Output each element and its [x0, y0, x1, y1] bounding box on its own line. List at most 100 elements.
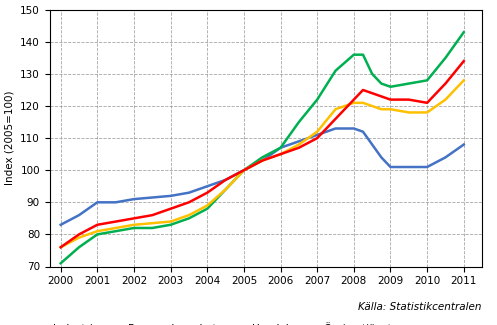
Byggverksamhet — [58, 261, 64, 265]
Handel — [296, 143, 302, 147]
Handel — [314, 130, 320, 134]
Byggverksamhet — [131, 226, 137, 230]
Industri — [360, 130, 366, 134]
Byggverksamhet — [406, 82, 412, 85]
Handel — [149, 221, 155, 225]
Övriga tjänster — [186, 200, 192, 204]
Handel — [259, 159, 265, 162]
Line: Handel: Handel — [61, 80, 464, 247]
Handel — [442, 98, 448, 102]
Övriga tjänster — [113, 220, 119, 224]
Handel — [76, 236, 82, 240]
Industri — [259, 159, 265, 162]
Industri — [351, 126, 357, 130]
Handel — [186, 213, 192, 217]
Handel — [94, 229, 100, 233]
Övriga tjänster — [259, 159, 265, 162]
Byggverksamhet — [351, 53, 357, 57]
Line: Övriga tjänster: Övriga tjänster — [61, 61, 464, 247]
Industri — [388, 165, 394, 169]
Övriga tjänster — [94, 223, 100, 227]
Byggverksamhet — [76, 245, 82, 249]
Industri — [378, 155, 384, 159]
Övriga tjänster — [360, 88, 366, 92]
Övriga tjänster — [378, 95, 384, 98]
Övriga tjänster — [76, 232, 82, 236]
Övriga tjänster — [204, 191, 210, 195]
Industri — [94, 200, 100, 204]
Industri — [369, 143, 375, 147]
Övriga tjänster — [369, 91, 375, 95]
Byggverksamhet — [424, 78, 430, 82]
Övriga tjänster — [461, 59, 467, 63]
Industri — [149, 196, 155, 200]
Handel — [131, 223, 137, 227]
Byggverksamhet — [277, 146, 283, 150]
Byggverksamhet — [388, 85, 394, 89]
Industri — [131, 197, 137, 201]
Handel — [461, 78, 467, 82]
Byggverksamhet — [223, 188, 229, 191]
Line: Industri: Industri — [61, 128, 464, 225]
Handel — [58, 245, 64, 249]
Byggverksamhet — [241, 168, 247, 172]
Handel — [241, 168, 247, 172]
Byggverksamhet — [314, 98, 320, 102]
Byggverksamhet — [186, 216, 192, 220]
Byggverksamhet — [167, 223, 173, 227]
Övriga tjänster — [167, 207, 173, 211]
Övriga tjänster — [388, 98, 394, 102]
Övriga tjänster — [406, 98, 412, 102]
Byggverksamhet — [332, 69, 338, 73]
Industri — [442, 155, 448, 159]
Byggverksamhet — [369, 72, 375, 76]
Y-axis label: Index (2005=100): Index (2005=100) — [4, 91, 15, 185]
Handel — [167, 220, 173, 224]
Övriga tjänster — [131, 216, 137, 220]
Industri — [314, 133, 320, 137]
Byggverksamhet — [360, 53, 366, 57]
Byggverksamhet — [461, 30, 467, 34]
Byggverksamhet — [149, 226, 155, 230]
Industri — [241, 168, 247, 172]
Övriga tjänster — [332, 117, 338, 121]
Handel — [360, 101, 366, 105]
Byggverksamhet — [94, 232, 100, 236]
Handel — [204, 203, 210, 207]
Handel — [277, 152, 283, 156]
Legend: Industri, Byggverksamhet, Handel, Övriga tjänster: Industri, Byggverksamhet, Handel, Övriga… — [21, 318, 407, 325]
Handel — [223, 188, 229, 191]
Byggverksamhet — [204, 207, 210, 211]
Industri — [204, 184, 210, 188]
Byggverksamhet — [442, 56, 448, 60]
Övriga tjänster — [277, 152, 283, 156]
Handel — [332, 107, 338, 111]
Industri — [223, 178, 229, 182]
Industri — [58, 223, 64, 227]
Industri — [461, 143, 467, 147]
Byggverksamhet — [296, 120, 302, 124]
Handel — [388, 107, 394, 111]
Övriga tjänster — [241, 168, 247, 172]
Övriga tjänster — [296, 146, 302, 150]
Industri — [424, 165, 430, 169]
Industri — [332, 126, 338, 130]
Industri — [186, 191, 192, 195]
Övriga tjänster — [351, 98, 357, 102]
Övriga tjänster — [442, 82, 448, 85]
Industri — [76, 213, 82, 217]
Handel — [406, 111, 412, 114]
Byggverksamhet — [378, 82, 384, 85]
Handel — [369, 104, 375, 108]
Industri — [167, 194, 173, 198]
Övriga tjänster — [223, 178, 229, 182]
Övriga tjänster — [149, 213, 155, 217]
Handel — [378, 107, 384, 111]
Handel — [424, 111, 430, 114]
Byggverksamhet — [113, 229, 119, 233]
Övriga tjänster — [58, 245, 64, 249]
Line: Byggverksamhet: Byggverksamhet — [61, 32, 464, 263]
Industri — [406, 165, 412, 169]
Handel — [351, 101, 357, 105]
Övriga tjänster — [314, 136, 320, 140]
